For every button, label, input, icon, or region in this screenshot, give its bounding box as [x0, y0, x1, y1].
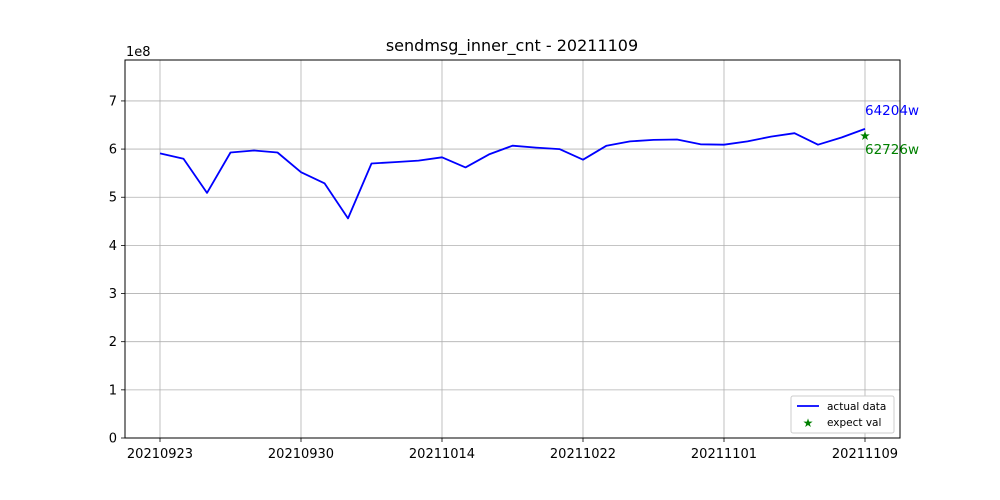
annotation-expect-value: 62726w — [865, 142, 919, 158]
grid-lines — [125, 60, 900, 439]
y-offset-label: 1e8 — [126, 45, 151, 60]
series-expect-val-point — [860, 130, 870, 140]
annotation-actual-value: 64204w — [865, 103, 919, 119]
plot-area — [159, 128, 870, 220]
annotations: 64204w 62726w — [865, 103, 919, 158]
y-tick-label: 7 — [109, 94, 117, 109]
x-tick-label: 20211014 — [409, 447, 475, 462]
legend: actual data ★ expect val — [790, 395, 895, 434]
chart-title: sendmsg_inner_cnt - 20211109 — [386, 36, 638, 56]
y-tick-label: 4 — [109, 239, 117, 254]
y-tick-label: 5 — [109, 191, 117, 206]
y-tick-label: 0 — [109, 432, 117, 447]
legend-expect-label: expect val — [827, 417, 881, 429]
x-tick-label: 20210930 — [268, 447, 334, 462]
series-actual-data-line — [159, 128, 866, 220]
legend-expect-swatch: ★ — [803, 416, 814, 430]
legend-actual-label: actual data — [827, 401, 886, 413]
y-tick-label: 6 — [109, 143, 117, 158]
x-tick-label: 20211109 — [832, 447, 898, 462]
x-tick-label: 20211022 — [550, 447, 616, 462]
y-tick-label: 3 — [109, 287, 117, 302]
y-tick-label: 1 — [109, 383, 117, 398]
axis-ticks: 0 1 2 3 4 5 6 7 20210923 20210930 20211014 20211022… — [109, 94, 898, 462]
x-tick-label: 20210923 — [127, 447, 193, 462]
plot-frame — [124, 59, 901, 439]
x-tick-label: 20211101 — [691, 447, 757, 462]
y-tick-label: 2 — [109, 335, 117, 350]
